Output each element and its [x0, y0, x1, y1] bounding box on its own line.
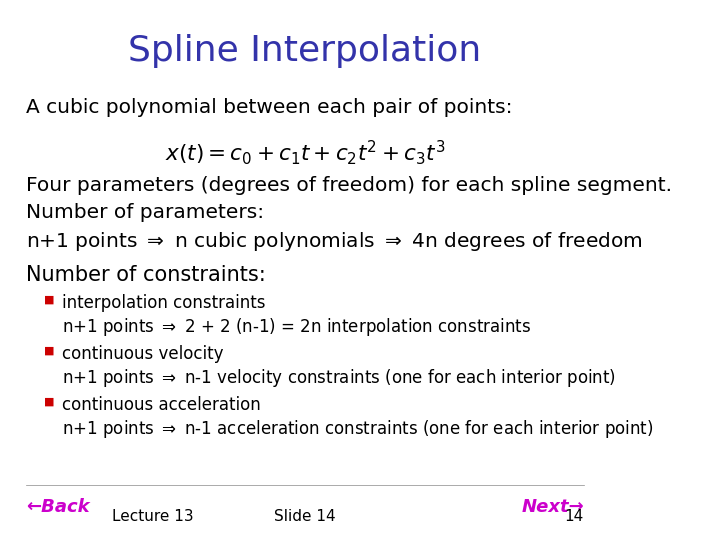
Text: Lecture 13: Lecture 13: [112, 509, 194, 524]
Text: n+1 points $\Rightarrow$ 2 + 2 (n-1) = 2n interpolation constraints: n+1 points $\Rightarrow$ 2 + 2 (n-1) = 2…: [62, 316, 531, 338]
Text: $x(t) = c_0 + c_1 t + c_2 t^2 + c_3 t^3$: $x(t) = c_0 + c_1 t + c_2 t^2 + c_3 t^3$: [165, 138, 445, 167]
Text: 14: 14: [564, 509, 584, 524]
Text: A cubic polynomial between each pair of points:: A cubic polynomial between each pair of …: [26, 98, 512, 117]
Text: interpolation constraints: interpolation constraints: [62, 294, 266, 312]
Text: ■: ■: [44, 396, 55, 406]
Text: n+1 points $\Rightarrow$ n cubic polynomials $\Rightarrow$ 4n degrees of freedom: n+1 points $\Rightarrow$ n cubic polynom…: [26, 230, 642, 253]
Text: ■: ■: [44, 345, 55, 355]
Text: Next→: Next→: [521, 498, 584, 516]
Text: n+1 points $\Rightarrow$ n-1 acceleration constraints (one for each interior poi: n+1 points $\Rightarrow$ n-1 acceleratio…: [62, 418, 654, 440]
Text: continuous acceleration: continuous acceleration: [62, 396, 261, 414]
Text: ■: ■: [44, 294, 55, 304]
Text: Number of constraints:: Number of constraints:: [26, 265, 266, 285]
Text: n+1 points $\Rightarrow$ n-1 velocity constraints (one for each interior point): n+1 points $\Rightarrow$ n-1 velocity co…: [62, 367, 616, 389]
Text: ←Back: ←Back: [26, 498, 89, 516]
Text: continuous velocity: continuous velocity: [62, 345, 224, 363]
Text: Four parameters (degrees of freedom) for each spline segment.: Four parameters (degrees of freedom) for…: [26, 176, 672, 195]
Text: Slide 14: Slide 14: [274, 509, 336, 524]
Text: Number of parameters:: Number of parameters:: [26, 203, 264, 222]
Text: Spline Interpolation: Spline Interpolation: [128, 33, 482, 68]
